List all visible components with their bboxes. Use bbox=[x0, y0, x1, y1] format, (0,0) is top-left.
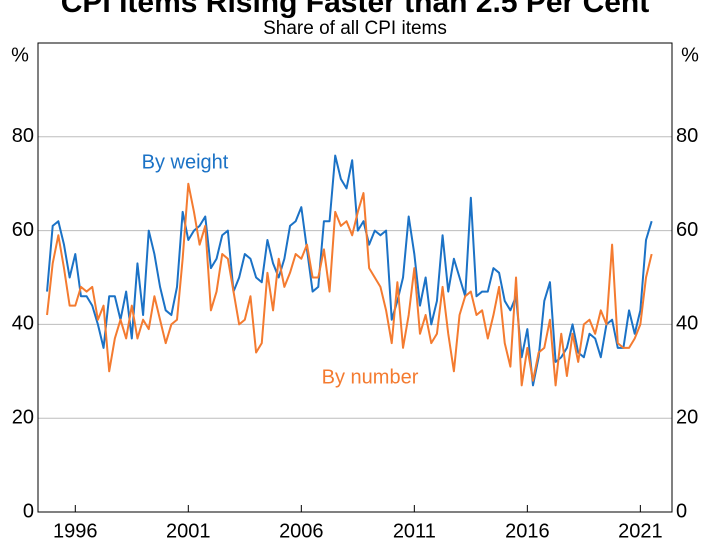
data-line bbox=[46, 182, 653, 387]
series-label: By weight bbox=[142, 151, 229, 173]
data-line bbox=[46, 154, 653, 387]
y-tick-label: 80 bbox=[12, 125, 34, 147]
y2-tick-label: 0 bbox=[676, 500, 687, 522]
y2-tick-label: 80 bbox=[676, 125, 698, 147]
y-tick-label: 40 bbox=[12, 313, 34, 335]
x-tick-label: 2001 bbox=[166, 520, 211, 542]
y-tick-label: 20 bbox=[12, 406, 34, 428]
y2-tick-label: 20 bbox=[676, 406, 698, 428]
y2-tick-label: 60 bbox=[676, 219, 698, 241]
chart-subtitle: Share of all CPI items bbox=[263, 18, 447, 39]
x-tick-label: 2021 bbox=[618, 520, 663, 542]
x-tick-label: 1996 bbox=[53, 520, 98, 542]
x-tick-label: 2006 bbox=[279, 520, 324, 542]
y-tick-label: 0 bbox=[23, 500, 34, 522]
plot-frame bbox=[37, 42, 673, 513]
y2-tick-label: 40 bbox=[676, 313, 698, 335]
chart-title: CPI Items Rising Faster than 2.5 Per Cen… bbox=[61, 0, 650, 19]
series-label: By number bbox=[322, 366, 419, 388]
y-tick-label: 60 bbox=[12, 219, 34, 241]
y2-axis-label: % bbox=[681, 44, 699, 66]
x-tick-label: 2011 bbox=[393, 520, 436, 542]
x-tick-label: 2016 bbox=[505, 520, 550, 542]
y-axis-label: % bbox=[11, 44, 29, 66]
